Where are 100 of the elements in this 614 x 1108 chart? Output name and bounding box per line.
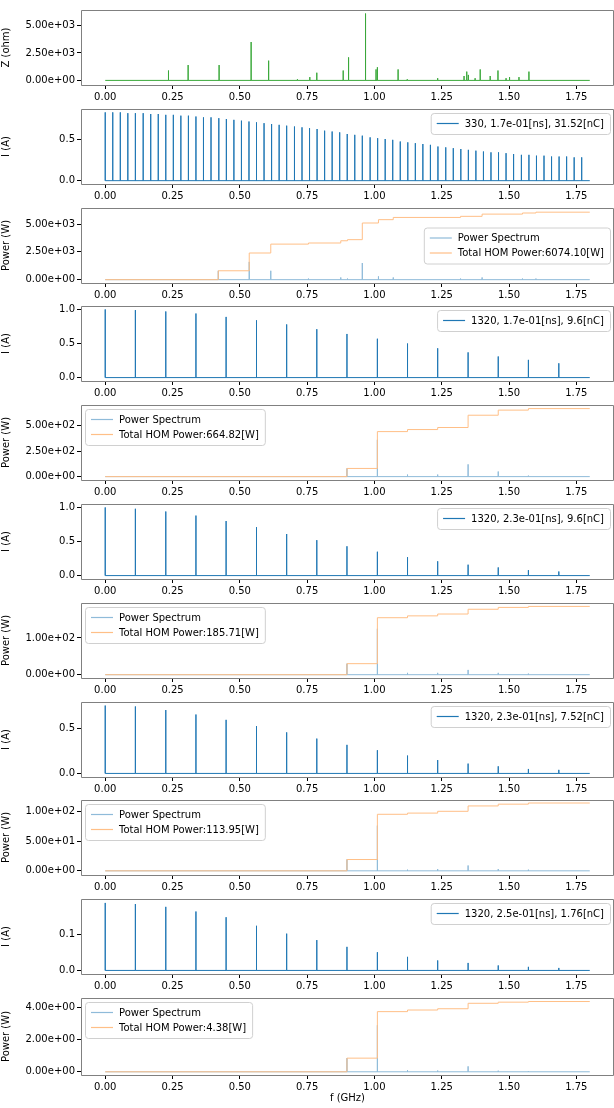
- x-tick-label: 1.75: [565, 189, 588, 201]
- x-tick-label: 1.25: [430, 1080, 453, 1092]
- x-tick-label: 1.50: [497, 1080, 521, 1092]
- x-tick-label: 0.00: [94, 90, 117, 102]
- y-tick-label: 0.5: [59, 337, 75, 349]
- x-tick-label: 0.25: [161, 386, 184, 398]
- x-tick-label: 1.25: [430, 485, 453, 497]
- y-tick-label: 0.0: [59, 767, 75, 779]
- x-tick-label: 1.50: [497, 584, 521, 596]
- x-tick-label: 1.75: [565, 880, 588, 892]
- x-tick-label: 0.50: [228, 782, 251, 794]
- y-tick-label: 5.00e+03: [25, 217, 75, 229]
- x-tick-label: 0.00: [94, 584, 117, 596]
- x-tick-label: 0.75: [295, 584, 319, 596]
- x-tick-label: 1.25: [430, 782, 453, 794]
- legend-label: Power Spectrum: [119, 611, 201, 623]
- x-tick-label: 0.75: [295, 782, 319, 794]
- legend-label: 1320, 1.7e-01[ns], 9.6[nC]: [471, 314, 605, 326]
- y-tick-label: 4.00e+00: [25, 1001, 75, 1013]
- x-tick-label: 1.75: [565, 288, 588, 300]
- x-tick-label: 0.25: [161, 880, 184, 892]
- y-tick-label: 0.00e+00: [25, 273, 75, 285]
- x-tick-label: 0.75: [295, 485, 319, 497]
- x-tick-label: 1.25: [430, 979, 453, 991]
- y-tick-label: 2.50e+02: [25, 444, 75, 456]
- y-tick-label: 5.00e+01: [25, 834, 75, 846]
- legend-label: Power Spectrum: [119, 1006, 201, 1018]
- x-tick-label: 1.25: [430, 584, 453, 596]
- y-tick-label: 0.5: [59, 535, 75, 547]
- legend-label: 1320, 2.3e-01[ns], 9.6[nC]: [471, 512, 605, 524]
- y-tick-label: 0.00e+00: [25, 73, 75, 85]
- y-tick-label: 1.00e+02: [25, 631, 75, 643]
- x-tick-label: 1.00: [363, 386, 386, 398]
- x-tick-label: 0.00: [94, 782, 117, 794]
- x-tick-label: 1.50: [497, 189, 521, 201]
- x-tick-label: 1.25: [430, 880, 453, 892]
- y-tick-label: 0.5: [59, 722, 75, 734]
- x-tick-label: 0.50: [228, 288, 251, 300]
- y-axis-title: Power (W): [0, 1010, 11, 1063]
- x-tick-label: 0.25: [161, 584, 184, 596]
- x-tick-label: 0.75: [295, 386, 319, 398]
- y-axis-title: I (A): [0, 136, 11, 157]
- y-tick-label: 1.0: [59, 501, 75, 512]
- x-tick-label: 1.00: [363, 782, 386, 794]
- y-tick-label: 0.00e+00: [25, 470, 75, 482]
- x-tick-label: 1.50: [497, 683, 521, 695]
- y-axis-title: I (A): [0, 729, 11, 750]
- x-tick-label: 0.00: [94, 1080, 117, 1092]
- x-axis-title: f (GHz): [329, 1091, 366, 1103]
- x-tick-label: 1.25: [430, 189, 453, 201]
- x-tick-label: 1.75: [565, 386, 588, 398]
- x-tick-label: 0.50: [228, 386, 251, 398]
- x-tick-label: 1.25: [430, 683, 453, 695]
- x-tick-label: 0.50: [228, 1080, 251, 1092]
- y-tick-label: 1.00e+02: [25, 804, 75, 816]
- x-tick-label: 1.75: [565, 1080, 588, 1092]
- x-tick-label: 0.50: [228, 880, 251, 892]
- x-tick-label: 1.50: [497, 288, 521, 300]
- x-tick-label: 1.75: [565, 782, 588, 794]
- y-axis-title: Power (W): [0, 219, 11, 272]
- x-tick-label: 1.25: [430, 386, 453, 398]
- x-tick-label: 1.50: [497, 485, 521, 497]
- x-tick-label: 1.00: [363, 90, 386, 102]
- x-tick-label: 0.75: [295, 288, 319, 300]
- y-tick-label: 5.00e+03: [25, 19, 75, 31]
- x-tick-label: 0.50: [228, 485, 251, 497]
- y-tick-label: 2.00e+00: [25, 1033, 75, 1045]
- x-tick-label: 0.25: [161, 979, 184, 991]
- legend-label: 330, 1.7e-01[ns], 31.52[nC]: [464, 117, 605, 129]
- x-tick-label: 0.75: [295, 683, 319, 695]
- x-tick-label: 0.25: [161, 1080, 184, 1092]
- x-tick-label: 1.75: [565, 485, 588, 497]
- x-tick-label: 1.25: [430, 90, 453, 102]
- legend-label: Total HOM Power:4.38[W]: [118, 1021, 247, 1033]
- x-tick-label: 1.00: [363, 880, 386, 892]
- x-tick-label: 0.75: [295, 1080, 319, 1092]
- x-tick-label: 0.25: [161, 90, 184, 102]
- x-tick-label: 1.00: [363, 683, 386, 695]
- x-tick-label: 0.25: [161, 189, 184, 201]
- y-tick-label: 0.0: [59, 964, 75, 976]
- y-axis-title: I (A): [0, 531, 11, 552]
- x-tick-label: 0.00: [94, 880, 117, 892]
- x-tick-label: 1.75: [565, 979, 588, 991]
- y-tick-label: 0.00e+00: [25, 864, 75, 876]
- y-axis-title: I (A): [0, 926, 11, 947]
- y-tick-label: 0.00e+00: [25, 668, 75, 680]
- x-tick-label: 1.00: [363, 485, 386, 497]
- y-tick-label: 0.0: [59, 371, 75, 383]
- x-tick-label: 1.00: [363, 584, 386, 596]
- x-tick-label: 0.50: [228, 683, 251, 695]
- x-tick-label: 0.50: [228, 90, 251, 102]
- x-tick-label: 0.00: [94, 979, 117, 991]
- x-tick-label: 1.50: [497, 90, 521, 102]
- legend-label: Power Spectrum: [457, 232, 540, 244]
- x-tick-label: 0.00: [94, 288, 117, 300]
- x-tick-label: 1.50: [497, 880, 521, 892]
- x-tick-label: 1.25: [430, 288, 453, 300]
- y-axis-title: Power (W): [0, 614, 11, 667]
- x-tick-label: 0.25: [161, 485, 184, 497]
- x-tick-label: 0.75: [295, 880, 319, 892]
